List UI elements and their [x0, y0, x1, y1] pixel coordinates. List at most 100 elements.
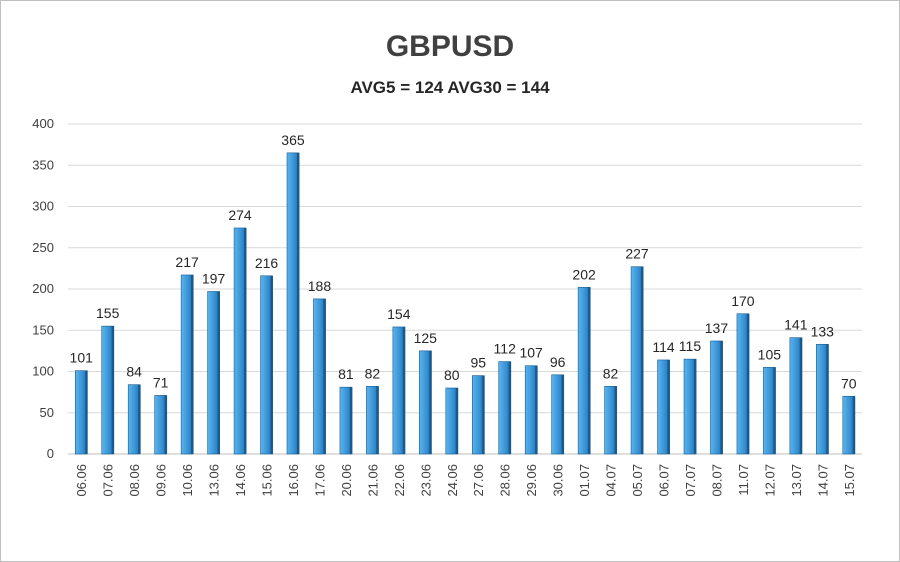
data-label: 188: [308, 278, 332, 294]
bar-shade: [429, 350, 432, 454]
x-tick-label: 11.07: [736, 464, 751, 496]
y-tick-label: 350: [32, 157, 54, 172]
x-tick-label: 12.07: [762, 464, 777, 497]
data-label: 107: [519, 345, 543, 361]
y-tick-label: 0: [47, 446, 54, 461]
x-tick-label: 08.06: [127, 464, 142, 497]
bar-shade: [852, 396, 856, 454]
x-tick-label: 01.07: [577, 464, 592, 497]
bar-shade: [482, 375, 485, 454]
data-label: 81: [338, 366, 354, 382]
x-tick-label: 14.06: [233, 464, 248, 497]
bar-shade: [535, 365, 538, 454]
data-label: 71: [153, 374, 169, 390]
bar-shade: [349, 387, 353, 454]
x-tick-label: 13.06: [207, 464, 222, 497]
bar-shade: [455, 388, 459, 454]
bar-shade: [667, 359, 670, 454]
x-tick-label: 24.06: [445, 464, 460, 497]
x-tick-label: 06.06: [74, 464, 89, 497]
bar-shade: [640, 266, 644, 454]
data-label: 197: [202, 270, 226, 286]
chart-subtitle: AVG5 = 124 AVG30 = 144: [350, 78, 550, 97]
data-label: 101: [70, 350, 94, 366]
x-tick-label: 07.07: [683, 464, 698, 497]
data-label: 133: [811, 323, 835, 339]
bar-shade: [85, 370, 88, 454]
data-label: 95: [470, 355, 486, 371]
y-tick-label: 200: [32, 281, 54, 296]
bar-shade: [164, 395, 168, 454]
y-tick-label: 300: [32, 199, 54, 214]
bar-shade: [826, 344, 829, 454]
x-tick-label: 08.07: [709, 464, 724, 497]
bar-shade: [588, 287, 591, 454]
bar-shade: [746, 313, 750, 454]
x-tick-label: 29.06: [524, 464, 539, 497]
x-tick-label: 27.06: [471, 464, 486, 497]
data-label: 96: [550, 354, 566, 370]
bar-shade: [296, 152, 300, 454]
data-label: 125: [414, 330, 438, 346]
x-tick-label: 28.06: [498, 464, 513, 497]
data-label: 216: [255, 255, 279, 271]
y-tick-label: 100: [32, 364, 54, 379]
x-tick-label: 09.06: [154, 464, 169, 497]
y-tick-label: 150: [32, 322, 54, 337]
bar-shade: [138, 384, 141, 454]
y-tick-label: 250: [32, 240, 54, 255]
x-tick-label: 23.06: [418, 464, 433, 497]
bar-shade: [270, 275, 273, 454]
bar-shade: [191, 274, 194, 454]
data-label: 82: [365, 365, 381, 381]
x-tick-label: 15.06: [260, 464, 275, 497]
data-label: 114: [652, 339, 675, 355]
data-label: 82: [603, 365, 619, 381]
x-tick-label: 20.06: [339, 464, 354, 497]
bar-shade: [323, 298, 326, 454]
data-label: 80: [444, 367, 460, 383]
bar-shade: [561, 374, 565, 454]
x-tick-label: 07.06: [101, 464, 116, 497]
data-label: 137: [705, 320, 729, 336]
x-tick-label: 05.07: [630, 464, 645, 497]
y-tick-label: 400: [32, 116, 54, 131]
x-tick-label: 06.07: [657, 464, 672, 497]
data-label: 70: [841, 375, 857, 391]
data-label: 274: [228, 207, 252, 223]
bar-shade: [693, 359, 697, 454]
data-label: 365: [281, 132, 305, 148]
data-label: 112: [494, 341, 517, 357]
data-label: 115: [679, 338, 702, 354]
data-label: 217: [175, 254, 199, 270]
bar-shade: [773, 367, 776, 454]
data-label: 170: [731, 293, 755, 309]
data-label: 105: [758, 346, 782, 362]
data-label: 154: [387, 306, 411, 322]
data-label: 202: [572, 266, 596, 282]
bar-shade: [614, 386, 618, 454]
x-tick-label: 14.07: [815, 464, 830, 497]
data-label: 141: [784, 317, 808, 333]
x-tick-label: 10.06: [180, 464, 195, 497]
x-tick-label: 04.07: [604, 464, 619, 497]
bar-shade: [720, 340, 723, 454]
x-tick-label: 13.07: [789, 464, 804, 497]
data-label: 155: [96, 305, 120, 321]
bar-shade: [376, 386, 379, 454]
y-tick-label: 50: [40, 405, 54, 420]
bar-shade: [402, 326, 406, 454]
data-label: 227: [625, 246, 649, 262]
x-tick-label: 16.06: [286, 464, 301, 497]
bar-shade: [111, 326, 115, 454]
data-label: 84: [126, 364, 142, 380]
bar-shade: [799, 337, 803, 454]
x-tick-label: 21.06: [365, 464, 380, 497]
bar-shade: [243, 227, 247, 454]
x-tick-label: 15.07: [842, 464, 857, 497]
bar-shade: [217, 291, 221, 454]
bar-shade: [508, 361, 512, 454]
x-tick-label: 17.06: [312, 464, 327, 497]
